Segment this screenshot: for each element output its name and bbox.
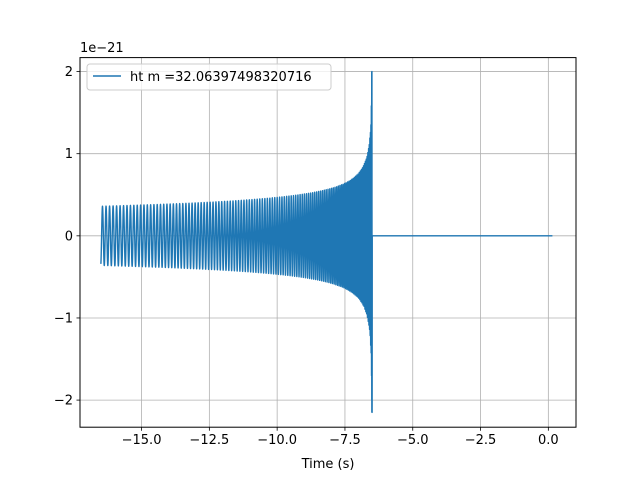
y-tick-label: 0 bbox=[65, 229, 73, 244]
legend: ht m =32.06397498320716 bbox=[86, 63, 332, 91]
legend-entry-label: ht m =32.06397498320716 bbox=[130, 70, 312, 85]
series-group bbox=[100, 70, 553, 414]
y-tick-label: −1 bbox=[54, 311, 73, 326]
x-axis-label: Time (s) bbox=[301, 457, 355, 472]
y-offset-label: 1e−21 bbox=[80, 41, 124, 56]
plot-frame bbox=[79, 57, 577, 428]
y-ticks: −2 −1 0 1 2 bbox=[54, 65, 80, 409]
x-ticks: −15.0 −12.5 −10.0 −7.5 −5.0 −2.5 0.0 bbox=[122, 427, 559, 448]
series-merger-spike bbox=[370, 71, 373, 413]
legend-box bbox=[86, 63, 332, 91]
x-tick-label: −12.5 bbox=[189, 433, 229, 448]
x-tick-label: −5.0 bbox=[397, 433, 429, 448]
y-tick-label: −2 bbox=[54, 394, 73, 409]
series-line bbox=[100, 70, 553, 414]
x-tick-label: −15.0 bbox=[122, 433, 162, 448]
x-tick-label: −2.5 bbox=[465, 433, 497, 448]
y-tick-label: 1 bbox=[65, 147, 73, 162]
x-tick-label: 0.0 bbox=[538, 433, 559, 448]
y-tick-label: 2 bbox=[65, 65, 73, 80]
x-tick-label: −10.0 bbox=[257, 433, 297, 448]
x-tick-label: −7.5 bbox=[329, 433, 361, 448]
